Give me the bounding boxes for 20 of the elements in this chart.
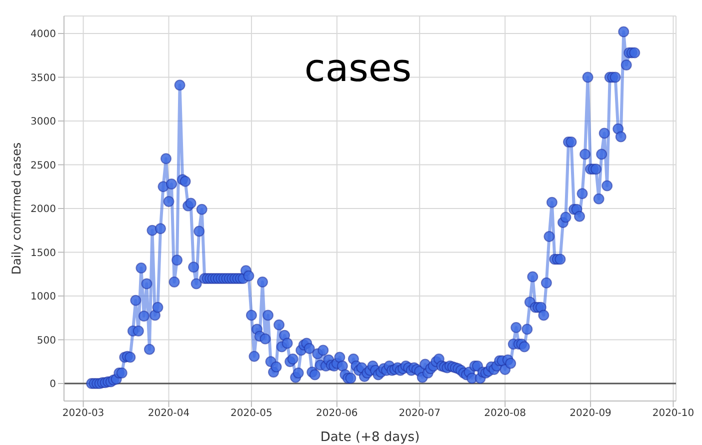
y-axis-title: Daily confirmed cases bbox=[9, 142, 24, 275]
y-tick-label: 4000 bbox=[30, 29, 56, 40]
y-tick-label: 2000 bbox=[30, 204, 56, 216]
x-tick-label: 2020-03 bbox=[62, 408, 104, 420]
x-tick-label: 2020-08 bbox=[484, 408, 526, 420]
x-axis-title: Date (+8 days) bbox=[320, 430, 420, 445]
y-tick-label: 1000 bbox=[30, 292, 56, 303]
text: cases bbox=[303, 46, 413, 90]
x-tick-label: 2020-07 bbox=[398, 408, 441, 420]
y-tick-label: 3000 bbox=[30, 116, 56, 128]
y-tick-label: 2500 bbox=[30, 160, 56, 172]
y-tick-label: 1500 bbox=[30, 248, 56, 259]
y-tick-label: 3500 bbox=[30, 72, 56, 84]
x-tick-label: 2020-04 bbox=[148, 408, 190, 420]
y-tick-label: 500 bbox=[36, 335, 56, 346]
x-tick-label: 2020-09 bbox=[570, 408, 612, 420]
y-tick-label: 0 bbox=[50, 379, 56, 390]
x-tick-label: 2020-05 bbox=[230, 408, 272, 420]
x-tick-label: 2020-10 bbox=[652, 408, 694, 420]
x-tick-label: 2020-06 bbox=[316, 408, 358, 420]
